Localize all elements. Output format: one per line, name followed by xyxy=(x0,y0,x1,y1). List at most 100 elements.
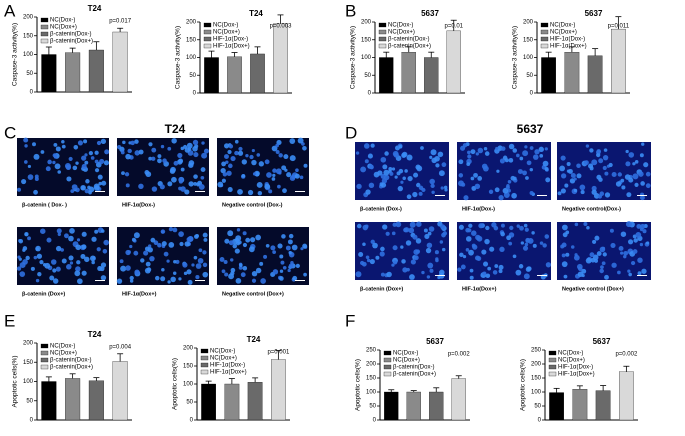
nucleus xyxy=(99,158,105,165)
nucleus xyxy=(573,188,578,193)
nucleus xyxy=(632,173,639,180)
nucleus xyxy=(621,185,626,190)
nucleus xyxy=(278,153,283,158)
nucleus xyxy=(420,146,424,150)
y-tick-label: 100 xyxy=(361,55,372,61)
nucleus xyxy=(484,238,490,245)
nucleus xyxy=(228,240,234,246)
nucleus xyxy=(197,257,204,264)
nucleus xyxy=(576,163,581,169)
nucleus xyxy=(184,189,190,195)
nucleus xyxy=(381,178,388,184)
nucleus xyxy=(282,265,287,270)
nucleus xyxy=(646,241,650,245)
nucleus xyxy=(500,223,505,228)
nucleus xyxy=(179,241,184,247)
nucleus xyxy=(465,248,470,252)
nucleus xyxy=(81,270,87,276)
legend-label: NC(Dox+) xyxy=(210,356,237,362)
nucleus xyxy=(562,232,568,238)
y-tick-label: 100 xyxy=(186,55,197,61)
nucleus xyxy=(167,280,171,284)
nucleus xyxy=(268,189,273,194)
nucleus xyxy=(478,223,484,229)
legend-label: HIF-1α(Dox+) xyxy=(210,370,247,376)
nucleus xyxy=(544,234,550,239)
legend-label: HIF-1α(Dox-) xyxy=(550,37,585,43)
bar xyxy=(41,381,57,421)
y-tick-label: 150 xyxy=(23,360,34,366)
nucleus xyxy=(234,248,240,254)
nucleus xyxy=(81,163,87,169)
nucleus xyxy=(80,254,86,259)
nucleus xyxy=(594,235,600,241)
nucleus xyxy=(409,221,416,228)
nucleus xyxy=(170,276,176,283)
nucleus xyxy=(30,266,35,271)
nucleus xyxy=(151,186,158,192)
nucleus xyxy=(178,158,184,164)
nucleus xyxy=(68,156,73,161)
legend-swatch xyxy=(540,29,549,35)
nucleus xyxy=(499,246,505,253)
nucleus xyxy=(124,172,130,177)
nucleus xyxy=(161,241,167,247)
nucleus xyxy=(61,140,65,144)
nucleus xyxy=(37,271,42,277)
legend-label: β-catenin(Dox+) xyxy=(393,372,436,378)
y-tick-label: 200 xyxy=(183,346,194,352)
nucleus xyxy=(380,246,385,252)
nucleus xyxy=(382,224,388,230)
nucleus xyxy=(133,250,139,256)
panel-letter: A xyxy=(4,1,16,20)
nucleus xyxy=(203,237,208,242)
nucleus xyxy=(476,235,483,242)
nucleus xyxy=(145,171,152,178)
nucleus xyxy=(482,271,487,276)
nucleus xyxy=(634,182,639,187)
nucleus xyxy=(91,236,97,242)
y-axis-label: Apoptotic cells(%) xyxy=(355,359,362,411)
nucleus xyxy=(171,176,177,183)
nucleus xyxy=(23,137,29,143)
micrograph-label: Negative control (Dox+) xyxy=(562,286,624,292)
nucleus xyxy=(506,235,512,241)
nucleus xyxy=(75,244,82,251)
nucleus xyxy=(524,242,529,247)
nucleus xyxy=(235,241,241,246)
nucleus xyxy=(529,146,534,150)
nucleus xyxy=(620,178,625,183)
nucleus xyxy=(579,184,586,191)
nucleus xyxy=(441,162,447,168)
nucleus xyxy=(632,249,638,254)
bar xyxy=(271,359,286,421)
nucleus xyxy=(175,259,180,264)
nucleus xyxy=(57,232,61,237)
nucleus xyxy=(160,230,165,234)
nucleus xyxy=(184,241,190,247)
y-tick-label: 100 xyxy=(523,55,534,61)
y-tick-label: 200 xyxy=(23,341,34,347)
bar xyxy=(112,31,128,93)
nucleus xyxy=(299,175,304,180)
nucleus xyxy=(393,260,398,265)
nucleus xyxy=(16,187,22,192)
nucleus xyxy=(577,271,584,278)
nucleus xyxy=(173,160,179,166)
nucleus xyxy=(639,192,645,197)
nucleus xyxy=(291,244,298,251)
legend-swatch xyxy=(540,43,549,49)
nucleus xyxy=(507,179,512,184)
nucleus xyxy=(475,152,479,156)
nucleus xyxy=(542,160,549,167)
nucleus xyxy=(47,159,52,165)
nucleus xyxy=(155,275,160,281)
nucleus xyxy=(531,231,535,235)
nucleus xyxy=(275,168,282,175)
nucleus xyxy=(88,190,92,195)
nucleus xyxy=(22,248,26,252)
nucleus xyxy=(361,261,367,267)
bar xyxy=(384,391,399,421)
legend-swatch xyxy=(200,348,209,354)
nucleus xyxy=(103,239,110,246)
